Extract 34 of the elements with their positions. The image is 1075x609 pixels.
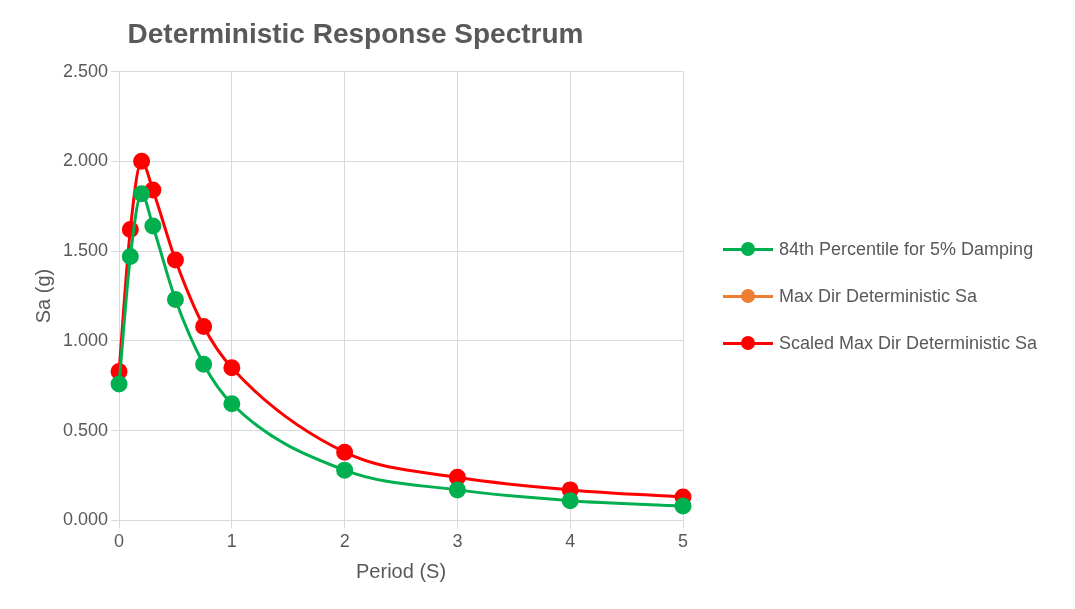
point [195, 318, 213, 336]
y-tick-label: 0.500 [63, 419, 109, 440]
y-tick-label: 2.000 [63, 150, 109, 171]
x-axis-title: Period (S) [356, 559, 447, 582]
x-tick-label: 4 [565, 531, 576, 552]
point [448, 481, 466, 499]
x-tick-label: 3 [452, 531, 463, 552]
point [110, 375, 128, 393]
y-tick-label: 1.500 [63, 240, 109, 261]
chart-title: Deterministic Response Spectrum [127, 17, 584, 49]
x-tick-label: 2 [339, 531, 350, 552]
legend-label: 84th Percentile for 5% Damping [779, 238, 1034, 261]
point [674, 497, 692, 515]
point [561, 492, 579, 510]
point [223, 359, 241, 377]
y-tick-label: 1.000 [63, 329, 109, 350]
point [336, 461, 354, 479]
y-tick-label: 2.500 [63, 60, 109, 81]
point [121, 248, 139, 266]
y-tick-label: 0.000 [63, 509, 109, 530]
point [166, 291, 184, 309]
x-tick-label: 1 [226, 531, 237, 552]
point [336, 443, 354, 461]
point [133, 185, 151, 203]
point [195, 355, 213, 373]
point [144, 217, 162, 235]
x-tick-label: 0 [114, 531, 125, 552]
point [133, 152, 151, 170]
legend-label: Max Dir Deterministic Sa [779, 285, 978, 308]
x-tick-label: 5 [677, 531, 689, 552]
y-axis-title: Sa (g) [31, 268, 54, 324]
point [223, 395, 241, 413]
point [166, 251, 184, 269]
legend-label: Scaled Max Dir Deterministic Sa [779, 332, 1038, 355]
